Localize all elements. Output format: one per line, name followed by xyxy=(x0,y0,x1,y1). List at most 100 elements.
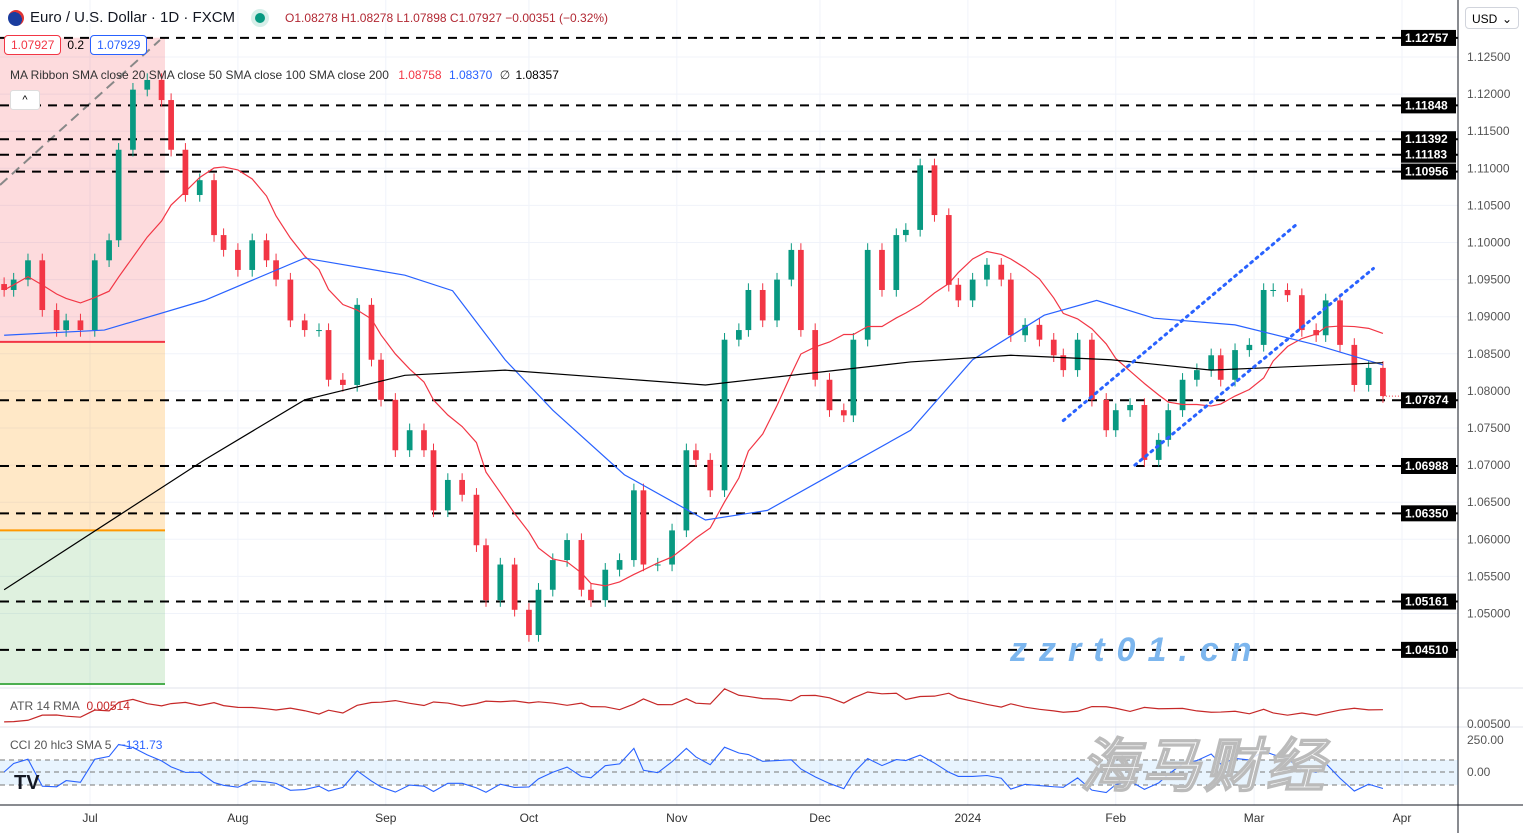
candle xyxy=(301,320,308,331)
currency-select[interactable]: USD ⌄ xyxy=(1465,7,1519,29)
candle xyxy=(77,320,84,331)
candle xyxy=(1365,367,1372,385)
level-price-tag xyxy=(1401,593,1456,610)
date-tick-label: Nov xyxy=(666,811,687,825)
candle xyxy=(1022,324,1028,336)
cci-legend[interactable]: CCI 20 hlc3 SMA 5 −131.73 xyxy=(10,738,162,752)
candle xyxy=(693,450,699,460)
candle xyxy=(1337,300,1343,345)
candle xyxy=(955,284,962,301)
candle xyxy=(1060,355,1067,371)
market-open-icon xyxy=(255,12,266,23)
price-tick-label: 1.10500 xyxy=(1467,198,1511,212)
candle xyxy=(158,80,165,101)
level-price-label: 1.06350 xyxy=(1405,506,1449,520)
candle xyxy=(235,249,241,270)
candle xyxy=(1050,339,1057,356)
candle xyxy=(759,289,766,321)
atr-legend[interactable]: ATR 14 RMA 0.00514 xyxy=(10,699,130,713)
candle xyxy=(1179,379,1186,411)
candle xyxy=(1103,399,1110,431)
atr-tick-label: 0.00500 xyxy=(1467,717,1511,731)
sma20-line xyxy=(3,166,1384,587)
price-tick-label: 1.09500 xyxy=(1467,273,1511,287)
price-tick-label: 1.08500 xyxy=(1467,347,1511,361)
candle xyxy=(91,260,98,331)
currency-label: USD xyxy=(1472,12,1498,26)
candle xyxy=(602,569,609,601)
date-tick-label: Mar xyxy=(1244,811,1265,825)
candle xyxy=(669,530,675,565)
price-tick-label: 1.11500 xyxy=(1467,124,1510,138)
candle xyxy=(1298,295,1305,331)
candle xyxy=(144,80,151,90)
candle xyxy=(392,399,399,451)
candle xyxy=(526,609,532,636)
spread-value: 0.2 xyxy=(67,38,85,52)
candle xyxy=(826,379,833,411)
candle xyxy=(902,229,909,236)
candle xyxy=(578,540,585,590)
level-price-label: 1.10956 xyxy=(1405,165,1449,179)
candle xyxy=(945,215,952,285)
cci-value: −131.73 xyxy=(118,738,163,752)
chevron-up-icon: ^ xyxy=(22,94,28,106)
price-tick-label: 1.12000 xyxy=(1467,87,1511,101)
low-value: L1.07898 xyxy=(396,10,447,25)
candle xyxy=(1194,370,1200,380)
candle xyxy=(917,165,924,230)
candle xyxy=(616,560,623,570)
candle xyxy=(1074,339,1081,371)
price-tick-label: 1.08000 xyxy=(1467,384,1511,398)
candle xyxy=(182,149,189,196)
candle xyxy=(196,180,203,196)
candle xyxy=(969,279,976,301)
candle xyxy=(707,459,714,491)
candle xyxy=(1127,404,1133,411)
candle xyxy=(1007,279,1014,336)
level-price-tag xyxy=(1401,457,1456,474)
sell-button[interactable]: 1.07927 xyxy=(4,35,62,55)
level-price-label: 1.11392 xyxy=(1405,132,1448,146)
candle xyxy=(168,100,174,150)
candle xyxy=(931,165,938,216)
candle xyxy=(211,180,217,236)
price-tick-label: 1.10000 xyxy=(1467,236,1511,250)
level-price-tag xyxy=(1401,392,1456,409)
candle xyxy=(774,279,780,321)
price-tick-label: 1.09000 xyxy=(1467,310,1511,324)
date-tick-label: Feb xyxy=(1105,811,1126,825)
candle xyxy=(1,284,7,290)
date-tick-label: 2024 xyxy=(955,811,982,825)
collapse-legend-button[interactable]: ^ xyxy=(10,90,40,110)
candle xyxy=(473,494,480,546)
candle xyxy=(53,310,60,331)
price-tick-label: 1.07000 xyxy=(1467,458,1511,472)
date-tick-label: Dec xyxy=(809,811,830,825)
price-tick-label: 1.05000 xyxy=(1467,607,1511,621)
candle xyxy=(654,564,661,566)
trend-channel-line xyxy=(1061,222,1299,423)
candle xyxy=(368,304,375,360)
close-value: C1.07927 xyxy=(449,10,502,25)
tradingview-logo: TV xyxy=(14,772,40,794)
ohlc-readout: O1.08278 H1.08278 L1.07898 C1.07927 −0.0… xyxy=(285,11,608,25)
candle xyxy=(745,289,752,331)
trade-buttons: 1.07927 0.2 1.07929 xyxy=(4,35,148,55)
buy-button[interactable]: 1.07929 xyxy=(90,35,148,55)
candle xyxy=(106,240,112,261)
candle xyxy=(1246,344,1253,351)
cci-line xyxy=(3,743,1384,794)
ma-ribbon-legend[interactable]: MA Ribbon SMA close 20 SMA close 50 SMA … xyxy=(10,68,559,82)
candle xyxy=(1284,289,1291,296)
candle xyxy=(1260,289,1267,345)
candle xyxy=(316,330,322,332)
date-tick-label: Apr xyxy=(1393,811,1412,825)
symbol-title[interactable]: Euro / U.S. Dollar · 1D · FXCM xyxy=(30,9,236,26)
candle xyxy=(1208,355,1215,371)
candle xyxy=(840,410,847,416)
symbol-header: Euro / U.S. Dollar · 1D · FXCM O1.08278 … xyxy=(8,9,608,26)
level-price-tag xyxy=(1401,505,1456,522)
price-tick-label: 1.07500 xyxy=(1467,421,1511,435)
